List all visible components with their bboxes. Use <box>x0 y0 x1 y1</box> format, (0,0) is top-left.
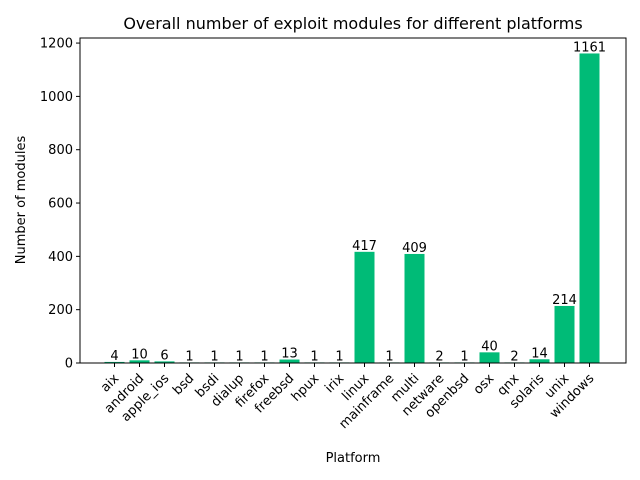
data-label: 214 <box>552 293 577 308</box>
bars-layer <box>104 53 600 364</box>
plot-frame <box>79 37 627 364</box>
data-label: 4 <box>110 349 118 364</box>
y-tick-label: 600 <box>48 197 73 212</box>
data-label: 14 <box>531 346 548 361</box>
data-label: 1 <box>460 350 468 365</box>
data-label: 2 <box>435 349 443 364</box>
y-tick-label: 800 <box>48 143 73 158</box>
y-tick-label: 200 <box>48 303 73 318</box>
data-label: 1 <box>335 350 343 365</box>
y-axis-title: Number of modules <box>14 136 29 265</box>
chart-title: Overall number of exploit modules for di… <box>123 14 582 33</box>
x-tick-label: hpux <box>289 371 323 405</box>
data-label: 1 <box>185 350 193 365</box>
data-label: 1 <box>385 350 393 365</box>
data-label: 2 <box>510 349 518 364</box>
bar-unix <box>554 305 575 363</box>
bar-freebsd <box>279 359 300 363</box>
bar-linux <box>354 251 375 363</box>
data-label: 1 <box>260 350 268 365</box>
y-tick-label: 400 <box>48 250 73 265</box>
x-tick-label: osx <box>471 371 498 398</box>
x-axis-ticks: aixandroidapple_iosbsdbsdidialupfirefoxf… <box>98 363 597 432</box>
bar-apple-ios <box>154 361 175 363</box>
bar-solaris <box>529 359 550 363</box>
bar-windows <box>579 53 600 364</box>
data-label: 13 <box>281 347 298 362</box>
data-label: 417 <box>352 239 377 254</box>
x-axis-title: Platform <box>326 451 381 466</box>
y-axis-ticks: 0 200 400 600 800 1000 1200 <box>40 37 80 372</box>
data-label: 409 <box>402 241 427 256</box>
y-tick-label: 0 <box>65 357 73 372</box>
data-label: 1 <box>310 350 318 365</box>
data-label: 6 <box>160 348 168 363</box>
y-tick-label: 1000 <box>40 90 73 105</box>
bar-osx <box>479 352 500 363</box>
y-tick-label: 1200 <box>40 37 73 52</box>
data-label: 10 <box>131 347 148 362</box>
data-label: 1161 <box>573 40 606 55</box>
bar-multi <box>404 253 425 363</box>
bar-android <box>129 360 150 363</box>
bar-aix <box>104 361 125 363</box>
data-label: 1 <box>210 350 218 365</box>
x-tick-label: bsd <box>170 371 197 398</box>
data-label: 1 <box>235 350 243 365</box>
data-label: 40 <box>481 339 498 354</box>
